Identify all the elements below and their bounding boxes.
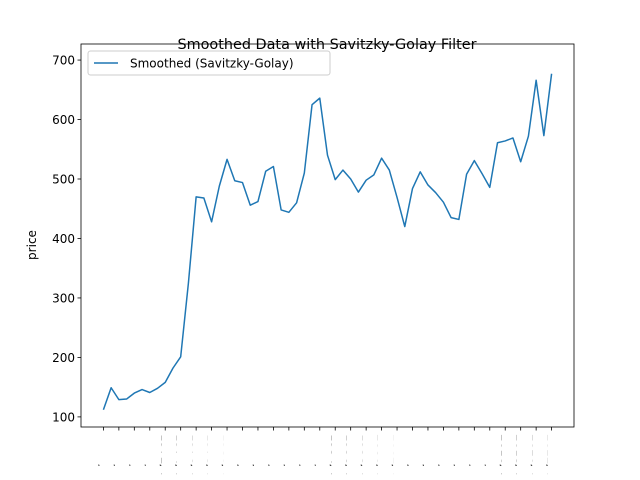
data-line <box>102 73 553 410</box>
x-tick-label: 1998/4 <box>359 434 373 476</box>
y-tick-label: 500 <box>52 173 75 187</box>
x-tick-label: 2018/4 <box>514 434 528 476</box>
x-tick-label: 1996/4 <box>344 434 358 476</box>
x-tick-label: 1970/4 <box>143 434 157 476</box>
x-tick-label: 1984/4 <box>251 434 265 476</box>
legend-box <box>87 50 331 76</box>
x-tick-label: 2010/4 <box>452 434 466 476</box>
chart-title: Smoothed Data with Savitzky-Golay Filter <box>177 37 476 53</box>
y-axis-label: price <box>25 230 39 260</box>
x-tick-label: 2016/4 <box>498 434 512 476</box>
x-tick-label: 1968/4 <box>127 434 141 476</box>
axes-frame <box>80 43 575 428</box>
y-tick-label: 300 <box>52 291 75 305</box>
y-tick-label: 200 <box>52 351 75 365</box>
legend: Smoothed (Savitzky-Golay) <box>87 50 331 76</box>
y-tick-label: 600 <box>52 113 75 127</box>
x-tick-label: 1994/4 <box>328 434 342 476</box>
x-tick-label: 1966/4 <box>112 434 126 476</box>
x-tick-label: 1982/4 <box>236 434 250 476</box>
x-tick-label: 2022/4 <box>545 434 559 476</box>
x-tick-label: 1972/4 <box>158 434 172 476</box>
x-tick-label: 1978/4 <box>205 434 219 476</box>
x-tick-label: 2012/4 <box>467 434 481 476</box>
y-tick-label: 100 <box>52 410 75 424</box>
legend-label: Smoothed (Savitzky-Golay) <box>130 57 294 71</box>
x-tick-label: 1986/4 <box>266 434 280 476</box>
x-tick-label: 1992/4 <box>313 434 327 476</box>
x-tick-label: 2002/4 <box>390 434 404 476</box>
x-tick-label: 2014/4 <box>483 434 497 476</box>
x-tick-label: 2000/4 <box>375 434 389 476</box>
x-tick-label: 2008/4 <box>436 434 450 476</box>
x-tick-label: 1964/4 <box>96 434 110 476</box>
x-tick-label: 1976/4 <box>189 434 203 476</box>
x-tick-label: 1988/4 <box>282 434 296 476</box>
x-tick-label: 2004/4 <box>406 434 420 476</box>
x-tick-label: 1990/4 <box>297 434 311 476</box>
y-tick-label: 700 <box>52 54 75 68</box>
x-tick-label: 2006/4 <box>421 434 435 476</box>
x-tick-label: 1980/4 <box>220 434 234 476</box>
x-tick-label: 2020/4 <box>529 434 543 476</box>
y-tick-label: 400 <box>52 232 75 246</box>
x-tick-label: 1974/4 <box>174 434 188 476</box>
